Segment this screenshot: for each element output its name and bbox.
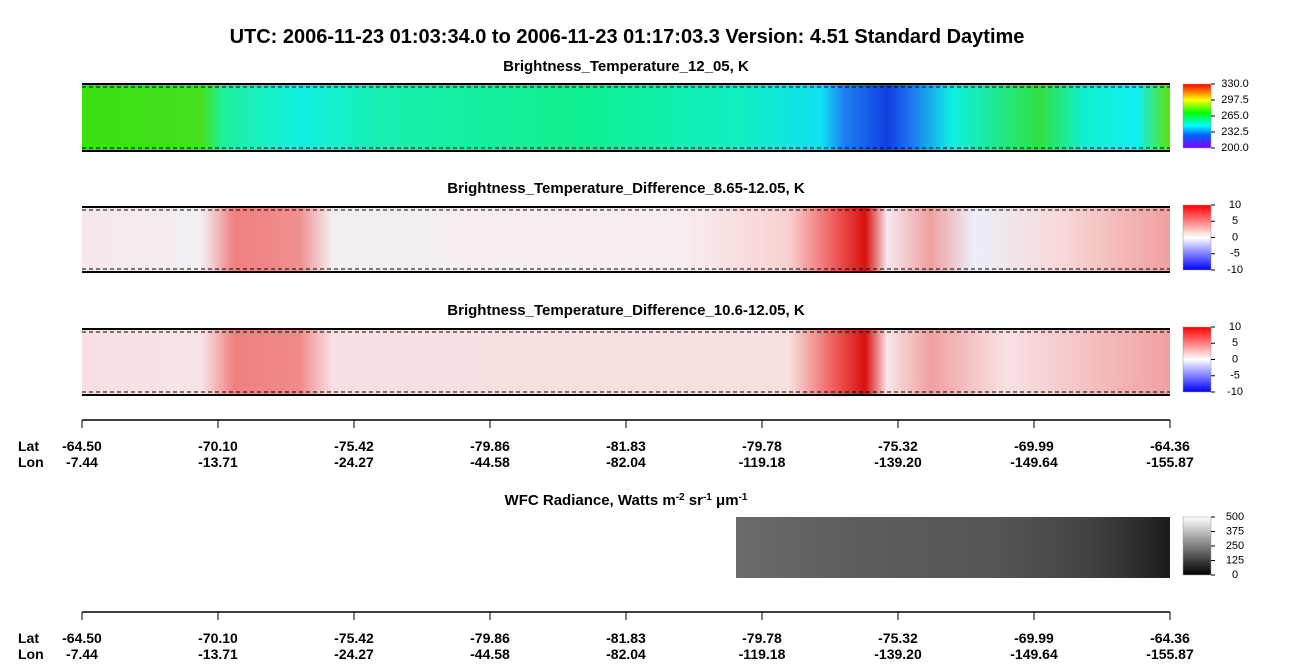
lon-label: Lon <box>18 454 44 470</box>
lon-value: -7.44 <box>66 454 98 470</box>
lat-label: Lat <box>18 438 39 454</box>
lon-value: -7.44 <box>66 646 98 662</box>
lon-value: -13.71 <box>198 646 238 662</box>
lon-value: -82.04 <box>606 646 646 662</box>
lat-value: -81.83 <box>606 438 646 454</box>
lat-value: -64.50 <box>62 630 102 646</box>
image <box>82 84 1170 151</box>
image <box>82 329 1170 395</box>
colorbar <box>1182 516 1212 576</box>
lon-value: -149.64 <box>1010 454 1058 470</box>
colorbar-label: 250 <box>1226 540 1244 552</box>
colorbar-label: -5 <box>1230 370 1240 382</box>
lon-value: -139.20 <box>874 454 922 470</box>
colorbar-label: -10 <box>1227 386 1243 398</box>
colorbar-label: 265.0 <box>1221 110 1249 122</box>
lat-value: -75.42 <box>334 438 374 454</box>
panel-title: Brightness_Temperature_12_05, K <box>503 58 749 75</box>
colorbar-label: -5 <box>1230 248 1240 260</box>
lat-value: -79.78 <box>742 438 782 454</box>
colorbar-label: 200.0 <box>1221 142 1249 154</box>
colorbar-label: 330.0 <box>1221 78 1249 90</box>
title-part: sr <box>685 492 704 509</box>
image <box>736 517 1170 578</box>
lat-value: -64.36 <box>1150 438 1190 454</box>
lon-value: -24.27 <box>334 454 374 470</box>
colorbar-label: 10 <box>1229 199 1241 211</box>
lat-value: -79.86 <box>470 438 510 454</box>
lat-value: -70.10 <box>198 438 238 454</box>
panel-title: WFC Radiance, Watts m-2 sr-1 μm-1 <box>505 492 748 510</box>
lon-value: -13.71 <box>198 454 238 470</box>
lat-value: -79.78 <box>742 630 782 646</box>
colorbar-label: 375 <box>1226 525 1244 537</box>
title-part: μm <box>712 492 739 509</box>
colorbar <box>1182 326 1212 393</box>
lon-value: -44.58 <box>470 646 510 662</box>
lon-value: -155.87 <box>1146 646 1194 662</box>
lon-value: -119.18 <box>739 646 786 662</box>
lon-value: -44.58 <box>470 454 510 470</box>
lat-value: -75.32 <box>878 438 918 454</box>
superscript: -1 <box>703 492 712 503</box>
superscript: -2 <box>676 492 685 503</box>
lat-label: Lat <box>18 630 39 646</box>
lat-value: -75.42 <box>334 630 374 646</box>
lon-value: -119.18 <box>739 454 786 470</box>
image <box>82 207 1170 272</box>
colorbar-label: 297.5 <box>1221 94 1249 106</box>
lon-label: Lon <box>18 646 44 662</box>
lat-value: -64.36 <box>1150 630 1190 646</box>
title: UTC: 2006-11-23 01:03:34.0 to 2006-11-23… <box>230 26 1025 48</box>
lon-value: -149.64 <box>1010 646 1058 662</box>
colorbar <box>1182 204 1212 271</box>
lat-value: -70.10 <box>198 630 238 646</box>
colorbar-label: 232.5 <box>1221 126 1249 138</box>
colorbar-label: -10 <box>1227 264 1243 276</box>
lat-value: -75.32 <box>878 630 918 646</box>
colorbar-label: 125 <box>1226 554 1244 566</box>
lat-value: -79.86 <box>470 630 510 646</box>
lat-value: -81.83 <box>606 630 646 646</box>
colorbar-label: 0 <box>1232 569 1238 581</box>
lon-value: -139.20 <box>874 646 922 662</box>
lon-value: -155.87 <box>1146 454 1194 470</box>
colorbar <box>1182 83 1212 149</box>
superscript: -1 <box>739 492 748 503</box>
colorbar-label: 5 <box>1232 215 1238 227</box>
colorbar-label: 0 <box>1232 231 1238 243</box>
title-part: WFC Radiance, Watts m <box>505 492 676 509</box>
lat-value: -69.99 <box>1014 630 1054 646</box>
colorbar-label: 500 <box>1226 511 1244 523</box>
lon-value: -24.27 <box>334 646 374 662</box>
colorbar-label: 0 <box>1232 353 1238 365</box>
lon-value: -82.04 <box>606 454 646 470</box>
colorbar-label: 10 <box>1229 321 1241 333</box>
colorbar-label: 5 <box>1232 337 1238 349</box>
panel-title: Brightness_Temperature_Difference_10.6-1… <box>447 302 805 319</box>
lat-value: -69.99 <box>1014 438 1054 454</box>
lat-value: -64.50 <box>62 438 102 454</box>
panel-title: Brightness_Temperature_Difference_8.65-1… <box>447 180 805 197</box>
